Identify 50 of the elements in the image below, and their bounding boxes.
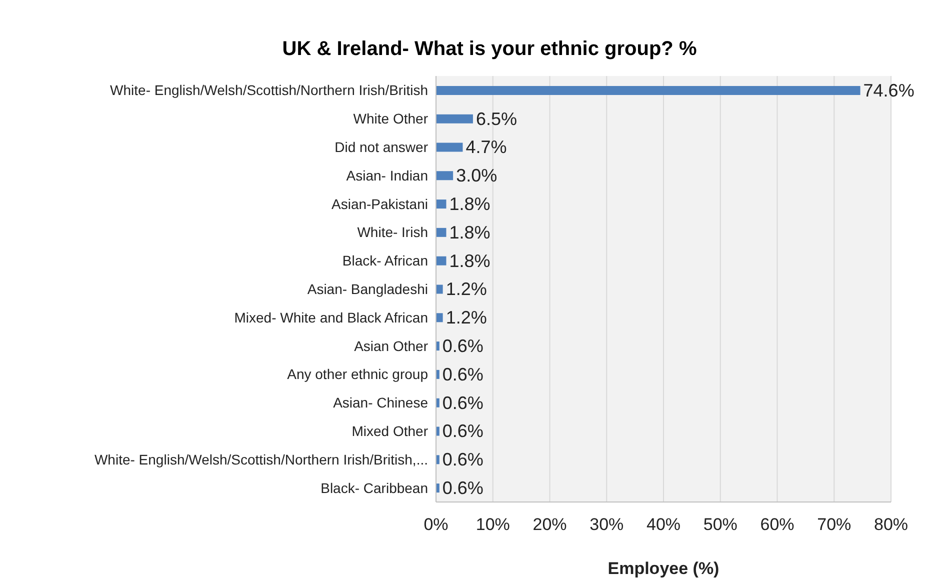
x-tick-label: 50% <box>703 515 738 534</box>
data-label: 1.2% <box>446 279 487 300</box>
y-tick-label: Mixed Other <box>352 422 428 439</box>
data-label: 3.0% <box>456 166 498 186</box>
y-tick-label: Asian- Bangladeshi <box>307 280 428 297</box>
data-label: 0.6% <box>442 336 484 356</box>
data-label: 6.5% <box>476 108 517 129</box>
bar <box>436 142 463 152</box>
x-tick-label: 80% <box>874 515 908 534</box>
y-tick-label: Black- Caribbean <box>320 480 428 496</box>
y-tick-label: White- Irish <box>357 224 428 240</box>
bar <box>436 284 443 294</box>
x-tick-label: 40% <box>646 515 681 534</box>
y-tick-label: White- English/Welsh/Scottish/Northern Irish/British <box>110 82 428 98</box>
x-tick-label: 60% <box>760 515 794 534</box>
y-tick-label: White Other <box>353 110 428 127</box>
data-label: 1.8% <box>449 194 490 214</box>
bar <box>436 171 454 180</box>
y-tick-label: White- English/Welsh/Scottish/Northern Irish/British,... <box>94 451 428 468</box>
bar <box>436 256 446 266</box>
x-tick-label: 70% <box>817 515 852 534</box>
bar <box>436 200 446 209</box>
data-label: 1.2% <box>446 308 487 328</box>
data-label: 4.7% <box>466 137 507 158</box>
y-tick-label: Asian- Chinese <box>333 394 428 411</box>
y-tick-label: Black- African <box>342 252 428 269</box>
x-tick-label: 0% <box>424 515 448 534</box>
y-tick-label: Asian-Pakistani <box>332 196 428 212</box>
y-tick-label: Asian- Indian <box>346 167 428 184</box>
y-tick-label: Asian Other <box>354 338 428 354</box>
data-label: 0.6% <box>442 478 484 498</box>
chart-title: UK & Ireland- What is your ethnic group? % <box>281 37 698 62</box>
data-label: 0.6% <box>442 364 484 384</box>
data-label: 74.6% <box>863 80 914 100</box>
data-label: 1.8% <box>449 250 490 271</box>
y-tick-label: Did not answer <box>334 138 428 155</box>
x-tick-label: 30% <box>590 515 624 534</box>
data-label: 1.8% <box>449 222 490 242</box>
data-label: 0.6% <box>442 421 484 442</box>
x-axis-title: Employee (%) <box>608 559 720 578</box>
y-tick-label: Mixed- White and Black African <box>234 309 428 326</box>
data-label: 0.6% <box>442 450 484 470</box>
bar <box>436 114 473 124</box>
data-label: 0.6% <box>442 392 484 413</box>
bar <box>436 228 446 237</box>
bar <box>436 86 860 95</box>
y-tick-label: Any other ethnic group <box>287 366 428 382</box>
x-tick-label: 10% <box>476 515 510 534</box>
x-tick-label: 20% <box>532 515 567 534</box>
bar <box>436 313 443 322</box>
